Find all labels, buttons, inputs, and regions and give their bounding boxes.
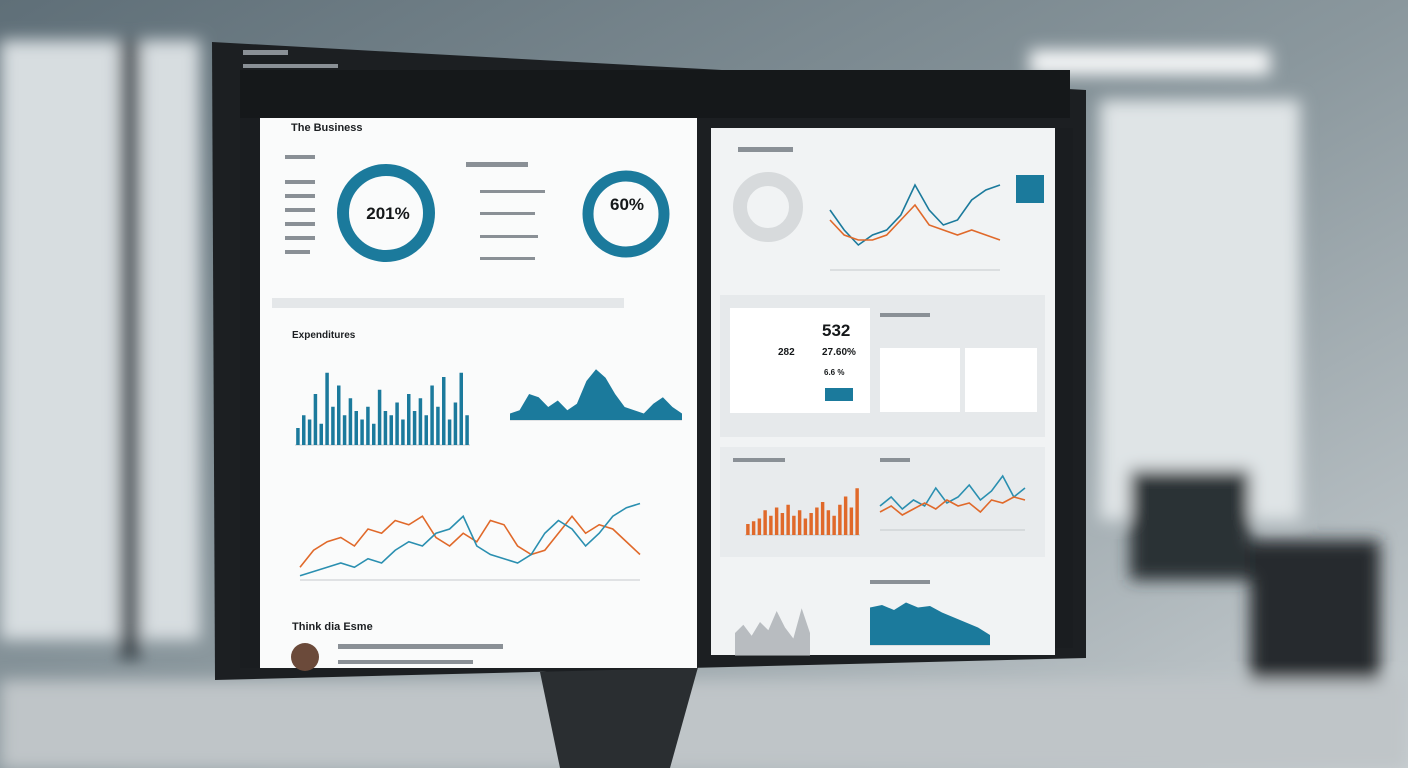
office-blur bbox=[0, 40, 1408, 770]
bar bbox=[809, 513, 813, 535]
bar bbox=[296, 428, 300, 445]
kpi-value: 60% bbox=[610, 195, 644, 214]
bar bbox=[774, 507, 779, 535]
bar bbox=[331, 406, 335, 445]
line bbox=[299, 502, 641, 577]
bar bbox=[412, 411, 417, 445]
bar bbox=[430, 385, 434, 445]
bar bbox=[383, 411, 388, 445]
bar bbox=[832, 515, 836, 535]
area bbox=[735, 608, 810, 655]
top-bar bbox=[240, 70, 1070, 118]
bar bbox=[313, 394, 318, 445]
bar bbox=[395, 402, 399, 445]
bar bbox=[447, 419, 452, 445]
placeholder-text bbox=[243, 50, 930, 664]
card-value: 282 bbox=[778, 347, 795, 358]
bar bbox=[424, 415, 428, 445]
bar bbox=[401, 419, 405, 445]
mail-card bbox=[965, 348, 1037, 412]
line bbox=[829, 203, 1001, 241]
bar bbox=[838, 504, 842, 535]
bar bbox=[442, 377, 446, 445]
gauge-ring bbox=[733, 172, 803, 242]
mail-card bbox=[880, 348, 960, 412]
card-value: 27.60% bbox=[822, 347, 856, 358]
bar bbox=[780, 513, 785, 535]
monitor-stand bbox=[540, 660, 700, 768]
line bbox=[879, 474, 1026, 511]
line bbox=[299, 514, 641, 568]
left-panel bbox=[260, 118, 697, 668]
bar bbox=[418, 398, 423, 445]
donut-ring bbox=[337, 164, 435, 262]
bar bbox=[459, 372, 463, 445]
bar bbox=[465, 415, 469, 445]
bar bbox=[792, 515, 796, 535]
bar bbox=[849, 507, 854, 535]
donut-ring bbox=[582, 170, 670, 258]
bar bbox=[302, 415, 306, 445]
kpi-value: 201% bbox=[366, 204, 409, 223]
bar bbox=[746, 524, 750, 535]
bar bbox=[354, 411, 358, 445]
card-value: 6.6 % bbox=[824, 368, 844, 377]
panel-title: The Business bbox=[291, 122, 363, 134]
bar bbox=[763, 510, 767, 535]
left-sidebar bbox=[240, 118, 260, 668]
bar bbox=[803, 518, 808, 535]
bar bbox=[389, 415, 393, 445]
card-value: 532 bbox=[822, 321, 850, 340]
bar bbox=[786, 504, 790, 535]
bar bbox=[436, 406, 440, 445]
bar bbox=[751, 521, 756, 535]
line bbox=[879, 496, 1026, 516]
bar bbox=[372, 423, 376, 445]
bar bbox=[337, 385, 341, 445]
right-sidebar bbox=[1055, 128, 1073, 648]
bar bbox=[797, 510, 802, 535]
bar bbox=[325, 372, 329, 445]
bar bbox=[307, 419, 312, 445]
bar bbox=[757, 518, 762, 535]
search-bar[interactable] bbox=[272, 298, 624, 308]
bar bbox=[407, 394, 411, 445]
expand-button[interactable] bbox=[1016, 175, 1044, 203]
bar bbox=[855, 488, 859, 535]
bar bbox=[360, 419, 364, 445]
bar bbox=[820, 502, 825, 535]
section-title: Think dia Esme bbox=[292, 621, 373, 633]
bar bbox=[377, 389, 382, 445]
chart-section bbox=[720, 447, 1045, 557]
bar bbox=[815, 507, 819, 535]
bar bbox=[843, 496, 848, 535]
area bbox=[870, 602, 990, 645]
bar bbox=[342, 415, 347, 445]
kpi-button[interactable] bbox=[825, 388, 853, 401]
bar bbox=[453, 402, 458, 445]
avatar bbox=[291, 643, 319, 671]
section-title: Expenditures bbox=[292, 330, 356, 341]
line bbox=[829, 183, 1001, 247]
area bbox=[510, 369, 682, 420]
bar bbox=[348, 398, 353, 445]
bar bbox=[366, 406, 370, 445]
bar bbox=[826, 510, 831, 535]
bar bbox=[769, 515, 773, 535]
bar bbox=[319, 423, 323, 445]
